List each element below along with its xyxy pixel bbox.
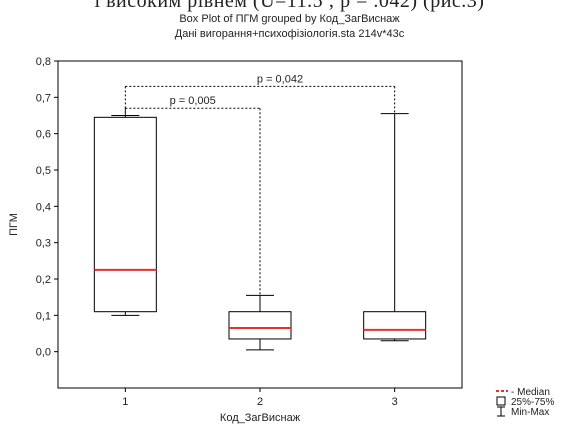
x-axis-label: Код_ЗагВиснаж xyxy=(220,412,301,424)
y-tick-label: 0,0 xyxy=(36,347,51,359)
y-tick-label: 0,2 xyxy=(36,274,51,286)
y-tick-label: 0,7 xyxy=(36,92,51,104)
y-tick-label: 0,3 xyxy=(36,238,51,250)
y-tick-label: 0,5 xyxy=(36,165,51,177)
chart-titles: Box Plot of ПГМ grouped by Код_ЗагВиснаж… xyxy=(0,12,579,42)
iqr-box xyxy=(93,116,157,313)
comparison-p-label: p = 0,042 xyxy=(257,73,303,85)
x-tick-label: 2 xyxy=(257,396,263,408)
cropped-body-text: і високим рівнем (U=11.5 ; p = .042) (ри… xyxy=(94,0,485,12)
iqr-box xyxy=(228,311,292,340)
x-tick-label: 3 xyxy=(392,396,398,408)
x-tick-label: 1 xyxy=(122,396,128,408)
legend-median-label: - Median xyxy=(511,387,550,398)
legend-box-label: 25%-75% xyxy=(511,397,554,408)
comparison-p-label: p = 0,005 xyxy=(170,95,216,107)
y-tick-label: 0,6 xyxy=(36,129,51,141)
y-tick-label: 0,4 xyxy=(36,201,51,213)
iqr-box xyxy=(363,311,427,340)
legend-whisker-label: Min-Max xyxy=(511,407,549,418)
chart-subtitle: Дані вигорання+психофізіологія.sta 214v*… xyxy=(174,28,405,40)
y-axis-label: ПГМ xyxy=(8,213,20,236)
y-tick-label: 0,1 xyxy=(36,310,51,322)
y-tick-label: 0,8 xyxy=(36,56,51,68)
legend-box-swatch xyxy=(496,396,506,406)
chart-title: Box Plot of ПГМ grouped by Код_ЗагВиснаж xyxy=(179,13,400,25)
